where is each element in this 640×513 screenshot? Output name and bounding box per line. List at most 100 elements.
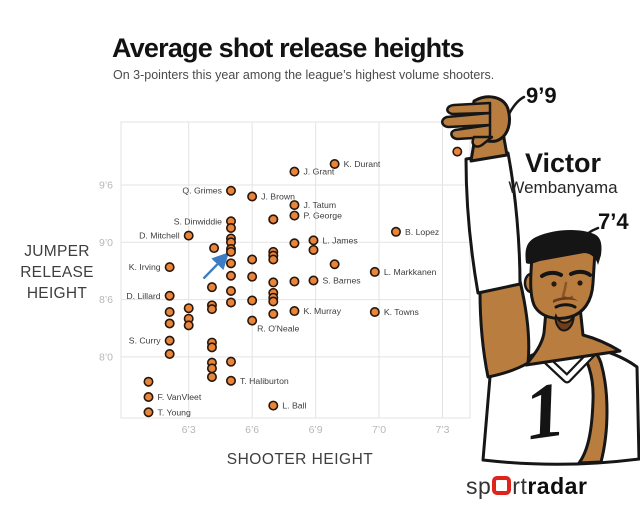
logo-o-icon [492,476,512,495]
point-label: J. Grant [303,167,334,177]
data-point [183,230,194,241]
page-title: Average shot release heights [112,33,465,63]
player-upper-arm [478,279,531,379]
data-point [369,307,380,318]
data-point [268,214,279,225]
data-point [247,295,258,306]
point-label: P. George [303,211,342,221]
data-point [289,306,300,317]
point-label: D. Lillard [126,291,160,301]
y-tick-label: 8’0 [99,351,113,363]
logo-text-sp: sp [466,473,492,499]
player-eye-right [577,280,583,286]
x-tick-label: 7’3 [435,424,449,436]
data-point [164,307,175,318]
data-point [247,315,258,326]
point-label: J. Tatum [303,200,336,210]
player-neck [524,305,622,367]
y-axis-title: JUMPER RELEASE HEIGHT [18,241,96,304]
arm-sleeve [464,151,522,295]
data-point [143,407,154,418]
x-axis-title: SHOOTER HEIGHT [226,451,374,468]
point-label: S. Dinwiddie [174,216,222,226]
data-point [247,191,258,202]
logo-text-radar: radar [527,473,588,499]
data-point [164,335,175,346]
data-point [143,391,154,402]
point-label: T. Haliburton [240,376,289,386]
player-height-annotation: 7’4 [598,209,629,234]
data-point [183,320,194,331]
player-thumb [471,135,494,148]
highlight-arrow [202,252,230,280]
point-label: J. Brown [261,191,295,201]
data-point [247,254,258,265]
y-axis-title-line2: RELEASE [20,264,94,281]
data-point [225,286,236,297]
player-finger-3 [450,123,492,141]
data-point [289,166,300,177]
data-point [225,258,236,269]
sportradar-logo: sp rtradar [466,473,587,500]
data-point [164,349,175,360]
data-point [268,254,279,265]
player-eyebrow-right [569,269,592,277]
data-point [452,146,463,157]
player-mustache [553,297,578,303]
data-point [329,159,340,170]
point-label: F. VanVleet [157,392,201,402]
data-point [164,262,175,273]
data-point [164,290,175,301]
player-last-name: Wembanyama [508,178,618,197]
connector-release-height [507,95,526,116]
data-point [268,277,279,288]
data-point [143,376,154,387]
data-point [308,275,319,286]
data-point [329,259,340,270]
data-point [247,271,258,282]
x-tick-label: 6’3 [182,424,196,436]
data-point [225,246,236,257]
data-point [268,296,279,307]
data-point [225,185,236,196]
player-finger-1 [446,101,492,116]
data-point [268,308,279,319]
point-label: D. Mitchell [139,231,180,241]
point-label: T. Young [157,407,191,417]
data-point [209,243,220,254]
player-goatee [554,312,575,332]
player-eye-left [551,281,557,287]
y-tick-label: 8’6 [99,294,113,306]
y-tick-label: 9’6 [99,180,113,192]
y-axis-title-line1: JUMPER [24,243,90,260]
data-point [225,375,236,386]
data-point [308,235,319,246]
x-tick-label: 6’9 [309,424,323,436]
data-point [225,222,236,233]
player-finger-2 [441,111,492,129]
data-point [206,304,217,315]
page-subtitle: On 3-pointers this year among the league… [113,68,495,82]
data-point [183,303,194,314]
point-label: Q. Grimes [182,186,222,196]
point-label: K. Murray [303,306,341,316]
point-label: S. Curry [129,336,162,346]
x-tick-label: 7’0 [372,424,386,436]
point-label: L. James [322,235,358,245]
point-label: B. Lopez [405,227,439,237]
data-point [289,238,300,249]
y-axis-title-line3: HEIGHT [26,285,88,302]
point-label: S. Barnes [322,276,361,286]
player-first-name: Victor [524,148,602,178]
player-mouth [554,303,577,309]
point-label: K. Towns [384,307,420,317]
point-label: L. Markkanen [384,267,437,277]
data-point [206,371,217,382]
y-tick-label: 9’0 [99,237,113,249]
data-point [289,210,300,221]
point-label: R. O'Neale [257,324,299,334]
data-point [164,318,175,329]
data-point [289,200,300,211]
